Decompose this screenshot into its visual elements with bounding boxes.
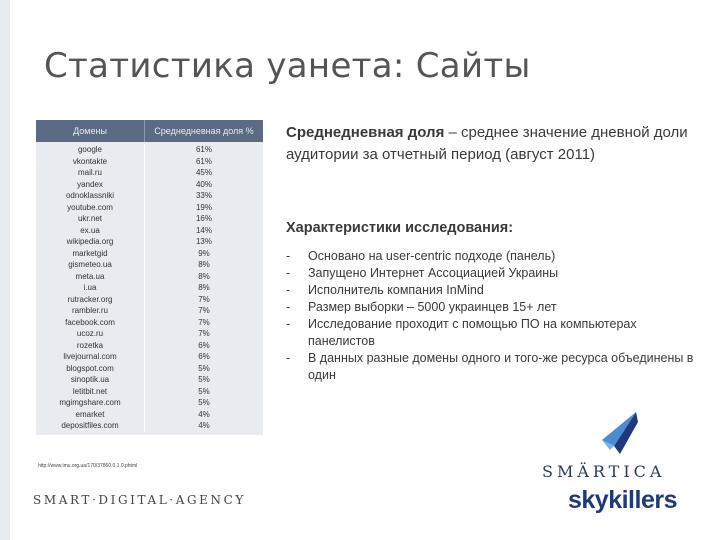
share-cell: 61%	[195, 145, 212, 154]
source-url: http://www.imu.org.ua/170/37860.0.1.0.ph…	[38, 463, 138, 469]
characteristic-item: - Размер выборки – 5000 украинцев 15+ лет	[286, 299, 696, 316]
domain-cell: google	[77, 145, 103, 154]
definition-body: – среднее значение дневной доли аудитори…	[286, 124, 688, 163]
bullet-dash: -	[286, 317, 291, 331]
domain-cell: rozetka	[76, 340, 104, 350]
domain-cell: rutracker.org	[67, 294, 113, 304]
logo-mark-icon	[602, 412, 638, 454]
logo-smartica-text: SMÄRTICA	[542, 462, 666, 481]
domain-cell: wikipedia.org	[66, 237, 114, 246]
shares-column: 61% 61% 45% 40% 33% 19% 16% 14% 13% 9% 8% 8% 8% 7% 7% 7…	[144, 144, 263, 432]
bullet-dash: -	[286, 249, 291, 263]
domain-cell: sinoptik.ua	[70, 375, 110, 384]
domain-cell: ex.ua	[80, 225, 100, 235]
definition-term: Среднедневная доля	[286, 124, 445, 141]
share-cell: 14%	[195, 225, 212, 235]
domain-cell: i.ua	[83, 283, 97, 292]
domain-cell: mgimgshare.com	[59, 398, 121, 407]
characteristic-text: Основано на user-centric подходе (панель…	[308, 249, 556, 263]
domain-cell: letitbit.net	[72, 386, 108, 396]
share-cell: 5%	[198, 363, 210, 373]
bullet-dash: -	[286, 351, 291, 365]
share-cell: 6%	[198, 352, 210, 361]
share-cell: 5%	[198, 375, 210, 384]
domain-cell: livejournal.com	[63, 352, 117, 361]
agency-name: SMART·DIGITAL·AGENCY	[33, 493, 246, 507]
slide-title: Статистика уанета: Сайты	[44, 46, 531, 86]
characteristics-list: - Основано на user-centric подходе (панел…	[286, 248, 696, 384]
domains-table: Домены Среднедневная доля % google vkonta…	[36, 120, 263, 435]
share-cell: 5%	[198, 386, 210, 396]
characteristic-item: - В данных разные домены одного и того-же…	[286, 350, 696, 384]
domain-cell: ucoz.ru	[76, 329, 104, 338]
share-cell: 13%	[195, 237, 212, 246]
domain-cell: vkontakte	[72, 156, 108, 166]
characteristic-text: В данных разные домены одного и того-же …	[308, 351, 694, 382]
share-cell: 16%	[195, 214, 212, 223]
characteristic-item: - Основано на user-centric подходе (панел…	[286, 248, 696, 265]
domain-cell: blogspot.com	[66, 363, 114, 373]
smartica-skykillers-logo: SMÄRTICA skykillers	[540, 410, 700, 520]
characteristics-title: Характеристики исследования:	[286, 220, 514, 236]
characteristic-text: Размер выборки – 5000 украинцев 15+ лет	[308, 300, 557, 314]
bullet-dash: -	[286, 266, 291, 280]
share-cell: 4%	[198, 409, 210, 419]
bullet-dash: -	[286, 300, 291, 314]
share-cell: 8%	[198, 260, 210, 269]
logo-skykillers-text: skykillers	[568, 486, 678, 514]
characteristic-item: - Исследование проходит с помощью ПО на к…	[286, 316, 696, 350]
share-cell: 61%	[195, 156, 212, 166]
domain-cell: mail.ru	[77, 168, 102, 177]
share-cell: 40%	[195, 179, 212, 189]
characteristic-item: - Запущено Интернет Ассоциацией Украины	[286, 265, 696, 282]
table-header: Домены Среднедневная доля %	[36, 120, 263, 142]
domain-cell: meta.ua	[75, 271, 105, 281]
table-body: google vkontakte mail.ru yandex odnoklassnik…	[36, 142, 263, 435]
characteristic-text: Исполнитель компания InMind	[308, 283, 484, 297]
share-cell: 45%	[195, 168, 212, 177]
share-cell: 8%	[198, 283, 210, 292]
domain-cell: rambler.ru	[71, 306, 108, 315]
share-cell: 6%	[198, 340, 210, 350]
share-cell: 33%	[195, 191, 212, 200]
characteristic-text: Исследование проходит с помощью ПО на ко…	[308, 317, 637, 348]
share-cell: 19%	[195, 202, 212, 212]
characteristic-item: - Исполнитель компания InMind	[286, 282, 696, 299]
header-share: Среднедневная доля %	[144, 120, 263, 142]
domains-column: google vkontakte mail.ru yandex odnoklassnik…	[36, 144, 144, 432]
definition-text: Среднедневная доля – среднее значение дн…	[286, 122, 706, 166]
domain-cell: yandex	[77, 179, 103, 189]
left-edge-bar	[0, 0, 10, 540]
share-cell: 7%	[198, 294, 210, 304]
bullet-dash: -	[286, 283, 291, 297]
characteristic-text: Запущено Интернет Ассоциацией Украины	[308, 266, 559, 280]
domain-cell: marketgid	[72, 248, 108, 258]
domain-cell: emarket	[75, 409, 105, 419]
domain-cell: gismeteo.ua	[68, 260, 112, 269]
share-cell: 9%	[198, 248, 210, 258]
domain-cell: youtube.com	[67, 202, 113, 212]
share-cell: 4%	[198, 421, 210, 430]
domain-cell: ukr.net	[77, 214, 102, 223]
domain-cell: facebook.com	[65, 317, 115, 327]
share-cell: 7%	[198, 306, 210, 315]
share-cell: 5%	[198, 398, 210, 407]
share-cell: 7%	[198, 329, 210, 338]
share-cell: 7%	[198, 317, 210, 327]
domain-cell: odnoklassniki	[65, 191, 115, 200]
domain-cell: depositfiles.com	[61, 421, 119, 430]
share-cell: 8%	[198, 271, 210, 281]
header-domains: Домены	[73, 126, 107, 136]
